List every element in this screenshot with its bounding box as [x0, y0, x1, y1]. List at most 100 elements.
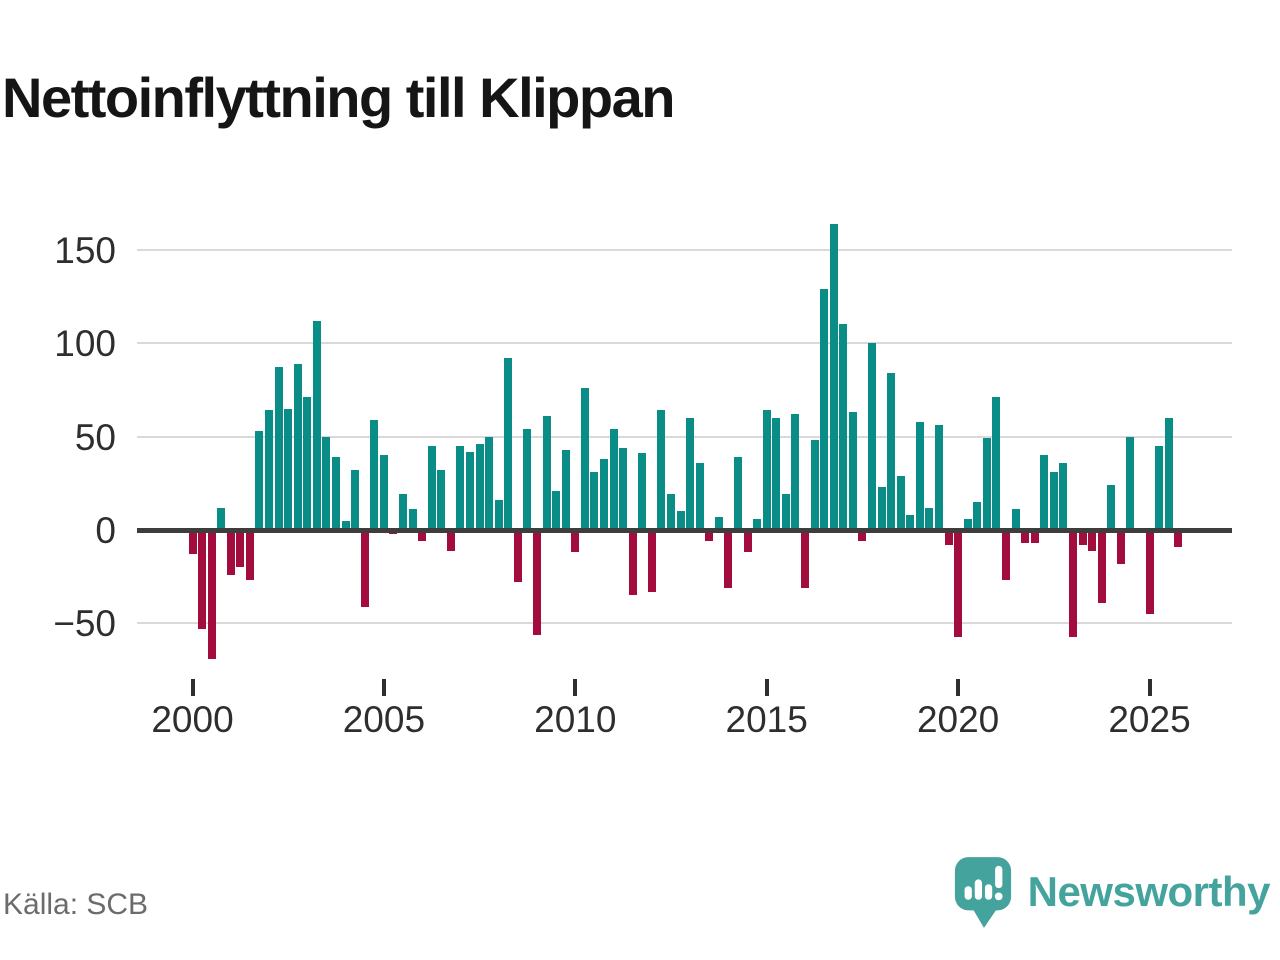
- bar-2022q4: [1059, 462, 1068, 530]
- bar-2007q3: [475, 444, 484, 530]
- x-tick-label-2020: 2020: [916, 699, 1000, 740]
- bar-2005q1: [379, 455, 388, 530]
- x-tick-label-2000: 2000: [151, 699, 234, 740]
- bar-2025q1: [1145, 530, 1154, 615]
- bar-2024q2: [1116, 530, 1125, 564]
- bar-2023q3: [1088, 530, 1097, 551]
- bar-2024q1: [1107, 485, 1116, 530]
- bar-2025q4: [1174, 530, 1183, 547]
- bar-2021q4: [1021, 530, 1030, 544]
- bar-2011q1: [609, 429, 618, 530]
- bar-2013q2: [695, 462, 704, 530]
- bar-2001q4: [255, 430, 264, 530]
- bar-2000q2: [198, 530, 207, 630]
- bar-2000q1: [188, 530, 197, 555]
- bar-2007q1: [456, 445, 465, 530]
- bar-2020q2: [963, 518, 972, 530]
- bar-2017q2: [848, 412, 857, 530]
- gridline-y--50: [137, 622, 1232, 625]
- bar-2023q4: [1097, 530, 1106, 603]
- bar-2012q1: [647, 530, 656, 592]
- bar-2015q3: [781, 494, 790, 530]
- bar-2007q4: [485, 436, 494, 530]
- bar-2022q1: [1030, 530, 1039, 544]
- bar-2003q4: [332, 457, 341, 530]
- bar-2005q4: [408, 509, 417, 530]
- bar-2016q3: [820, 288, 829, 530]
- bar-2022q2: [1040, 455, 1049, 530]
- bar-2014q2: [733, 457, 742, 530]
- bar-2003q3: [322, 436, 331, 530]
- bar-2012q3: [667, 494, 675, 530]
- y-tick-label-150: 150: [54, 229, 116, 271]
- bar-2001q2: [236, 530, 245, 568]
- bar-2004q3: [360, 530, 369, 607]
- bar-2019q2: [925, 507, 934, 530]
- x-axis-zero-line: [137, 527, 1232, 533]
- bar-2014q1: [724, 530, 733, 588]
- bar-2019q3: [934, 425, 943, 530]
- bar-2016q2: [810, 440, 819, 530]
- bar-2008q2: [504, 358, 513, 530]
- x-tick-2015: [764, 679, 769, 696]
- bar-2021q3: [1011, 509, 1020, 530]
- bar-2018q1: [877, 487, 886, 530]
- bar-2000q4: [217, 507, 226, 530]
- bar-2007q2: [466, 451, 475, 530]
- bar-2020q1: [954, 530, 963, 637]
- bar-2010q2: [580, 387, 589, 530]
- bar-2004q1: [341, 520, 350, 530]
- bar-2000q3: [207, 530, 216, 659]
- bar-2002q4: [293, 363, 302, 530]
- x-tick-2010: [573, 679, 578, 696]
- bar-2006q4: [446, 530, 455, 551]
- bar-2013q1: [686, 417, 695, 530]
- bar-2023q2: [1078, 530, 1087, 545]
- source-note: Källa: SCB: [3, 888, 149, 921]
- bar-2025q3: [1164, 417, 1173, 530]
- bar-2019q1: [915, 421, 924, 530]
- x-tick-2020: [956, 679, 961, 696]
- bar-2009q4: [561, 449, 570, 530]
- bar-2002q3: [284, 408, 293, 530]
- bar-2009q1: [533, 530, 542, 635]
- bar-2023q1: [1068, 530, 1077, 637]
- bar-2018q4: [906, 515, 915, 530]
- x-tick-label-2010: 2010: [534, 699, 617, 740]
- x-tick-label-2015: 2015: [725, 699, 808, 740]
- bar-2014q3: [743, 530, 752, 553]
- newsworthy-logo-text: Newsworthy: [1027, 868, 1271, 915]
- bar-2005q3: [399, 494, 408, 530]
- bar-2016q1: [800, 530, 809, 588]
- bar-2002q2: [274, 367, 283, 530]
- y-tick-label-100: 100: [54, 323, 116, 365]
- bar-2021q1: [992, 397, 1001, 530]
- bar-2001q1: [226, 530, 235, 575]
- x-tick-label-2005: 2005: [342, 699, 426, 740]
- bar-2015q1: [762, 410, 771, 530]
- bar-2010q4: [600, 458, 608, 530]
- gridline-y-50: [137, 435, 1232, 438]
- bar-2025q2: [1155, 445, 1164, 530]
- bar-2022q3: [1049, 472, 1058, 530]
- newsworthy-logo-icon: [952, 854, 1014, 930]
- bar-2015q2: [772, 417, 781, 530]
- bar-2020q3: [973, 501, 982, 530]
- bar-2004q2: [351, 470, 360, 530]
- bar-2008q3: [513, 530, 522, 583]
- bar-2016q4: [829, 223, 838, 530]
- y-tick-label-0: 0: [95, 510, 116, 551]
- bar-2017q3: [858, 530, 867, 542]
- bar-2014q4: [753, 518, 762, 530]
- bar-2002q1: [265, 410, 274, 530]
- bar-2015q4: [791, 414, 800, 530]
- x-tick-2025: [1147, 679, 1152, 696]
- x-tick-label-2025: 2025: [1108, 699, 1191, 740]
- bar-2009q3: [552, 490, 561, 530]
- bar-2008q4: [523, 429, 532, 530]
- x-tick-2000: [190, 679, 195, 696]
- gridline-y-150: [137, 248, 1232, 251]
- bar-2011q4: [638, 453, 647, 530]
- bar-2004q4: [370, 419, 379, 530]
- gridline-y-100: [137, 342, 1232, 345]
